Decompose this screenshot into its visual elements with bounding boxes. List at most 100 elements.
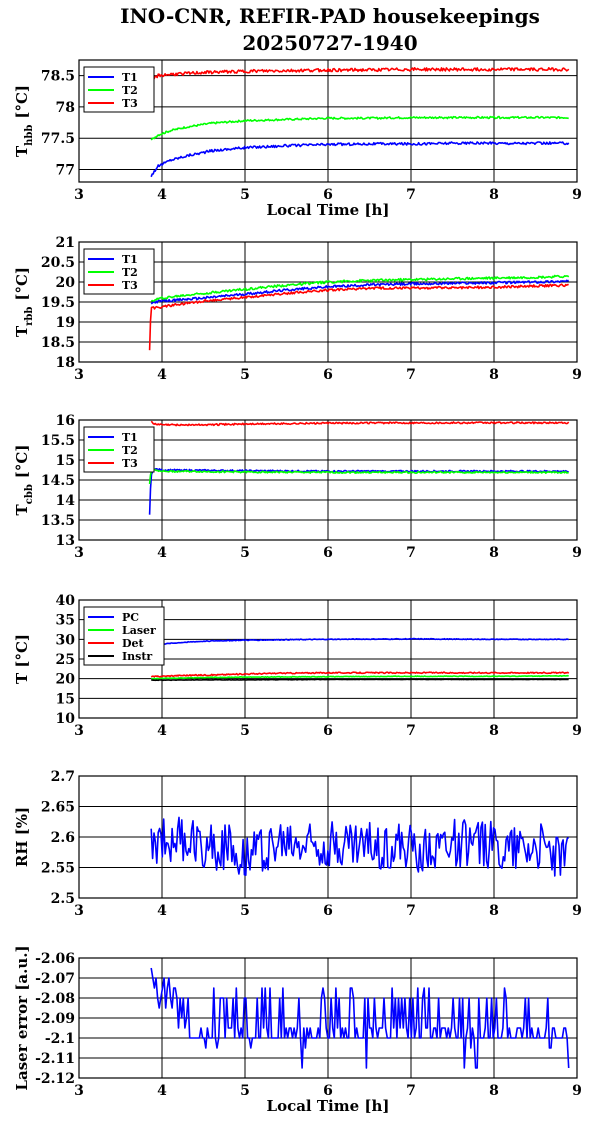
plot-frame [78,599,578,719]
plot-frame [78,957,578,1079]
x-tick-label: 6 [323,1083,333,1099]
y-tick-label: -2.06 [35,951,75,967]
x-tick-label: 4 [157,367,167,383]
series-line-t1 [148,467,569,515]
legend-label-t3: T3 [122,279,138,292]
y-tick-label: 20 [56,275,76,291]
y-tick-label: 2.6 [51,830,75,846]
y-tick-label: 77 [56,162,75,178]
x-tick-label: 8 [489,723,499,739]
x-tick-label: 4 [157,903,167,919]
x-tick-label: 7 [406,187,416,203]
series-line-t3 [150,67,570,88]
y-axis-label: Tcbb [°C] [13,445,35,516]
y-axis-label-main: T [13,145,31,157]
x-tick-label: 4 [157,545,167,561]
x-tick-label: 7 [406,903,416,919]
x-tick-label: 8 [489,367,499,383]
y-axis-label-unit: [°C] [13,445,31,479]
series-line-t1 [150,141,570,178]
x-tick-label: 4 [157,723,167,739]
y-tick-label: 40 [56,593,76,609]
legend-label-laser: Laser [122,624,156,637]
x-axis-label: Local Time [h] [267,201,390,219]
series-line-main [150,816,570,877]
y-axis-label-main: T [°C] [13,634,31,684]
y-tick-label: 15 [56,691,75,707]
y-tick-label: 2.65 [41,800,75,816]
y-tick-label: 13.5 [41,513,75,529]
legend-label-t2: T2 [122,444,138,457]
x-axis-label: Local Time [h] [267,1097,390,1115]
y-tick-label: 78 [56,100,75,116]
plot-frame [78,241,578,363]
chart-panel-4: 10 15 20 25 30 35 40 3 4 5 6 7 8 9 T [°C] PCLaserDetIns… [13,593,582,739]
series-line-t3 [148,283,569,351]
y-axis-label: Laser error [a.u.] [13,945,31,1090]
series-line-t3 [150,420,570,427]
x-tick-label: 6 [323,903,333,919]
y-axis-label-main: T [13,503,31,515]
y-tick-label: 2.7 [51,769,75,785]
x-tick-label: 3 [74,187,84,203]
y-tick-label: 20.5 [41,255,75,271]
y-tick-label: -2.09 [35,1011,75,1027]
x-tick-label: 8 [489,545,499,561]
series-line-laser [151,674,569,680]
y-axis-label-main: T [13,325,31,337]
figure-title-line2: 20250727-1940 [242,31,417,55]
series-line-pc [151,637,569,648]
y-axis-label-unit: [°C] [13,267,31,301]
x-tick-label: 3 [74,545,84,561]
x-tick-label: 6 [323,187,333,203]
y-tick-label: 77.5 [41,131,75,147]
x-tick-label: 5 [240,187,250,203]
y-tick-label: 30 [56,632,76,648]
y-tick-label: -2.07 [35,971,75,987]
x-tick-label: 4 [157,187,167,203]
x-tick-label: 9 [572,903,582,919]
y-axis-label-main: Laser error [a.u.] [13,945,31,1090]
x-tick-label: 4 [157,1083,167,1099]
y-tick-label: 78.5 [41,69,75,85]
y-tick-label: 19.5 [41,295,75,311]
chart-panel-5: 2.5 2.55 2.6 2.65 2.7 3 4 5 6 7 8 9 RH [%] [13,769,582,919]
y-axis-label-subscript: cbb [24,484,35,504]
legend-label-t3: T3 [122,97,138,110]
x-tick-label: 5 [240,1083,250,1099]
x-tick-label: 8 [489,187,499,203]
x-tick-label: 6 [323,367,333,383]
y-tick-label: 35 [56,613,75,629]
y-axis-label: T [°C] [13,634,31,684]
y-tick-label: -2.11 [35,1051,75,1067]
y-axis-label-subscript: hbb [24,125,35,146]
y-tick-label: 14.5 [41,473,75,489]
series-line-t2 [148,468,569,485]
x-tick-label: 3 [74,723,84,739]
x-tick-label: 8 [489,1083,499,1099]
legend-label-t1: T1 [122,253,138,266]
series-line-det [150,671,570,678]
series-line-t1 [150,279,570,305]
x-tick-label: 3 [74,903,84,919]
y-axis-label: Thbb [°C] [13,85,35,157]
x-tick-label: 7 [406,545,416,561]
x-tick-label: 5 [240,545,250,561]
plot-frame [78,775,578,899]
x-tick-label: 8 [489,903,499,919]
x-tick-label: 7 [406,367,416,383]
y-tick-label: 16 [56,413,75,429]
legend-label-t2: T2 [122,266,138,279]
legend-label-t1: T1 [122,431,138,444]
x-tick-label: 7 [406,1083,416,1099]
legend-label-instr: Instr [122,650,152,663]
legend-label-t3: T3 [122,457,138,470]
